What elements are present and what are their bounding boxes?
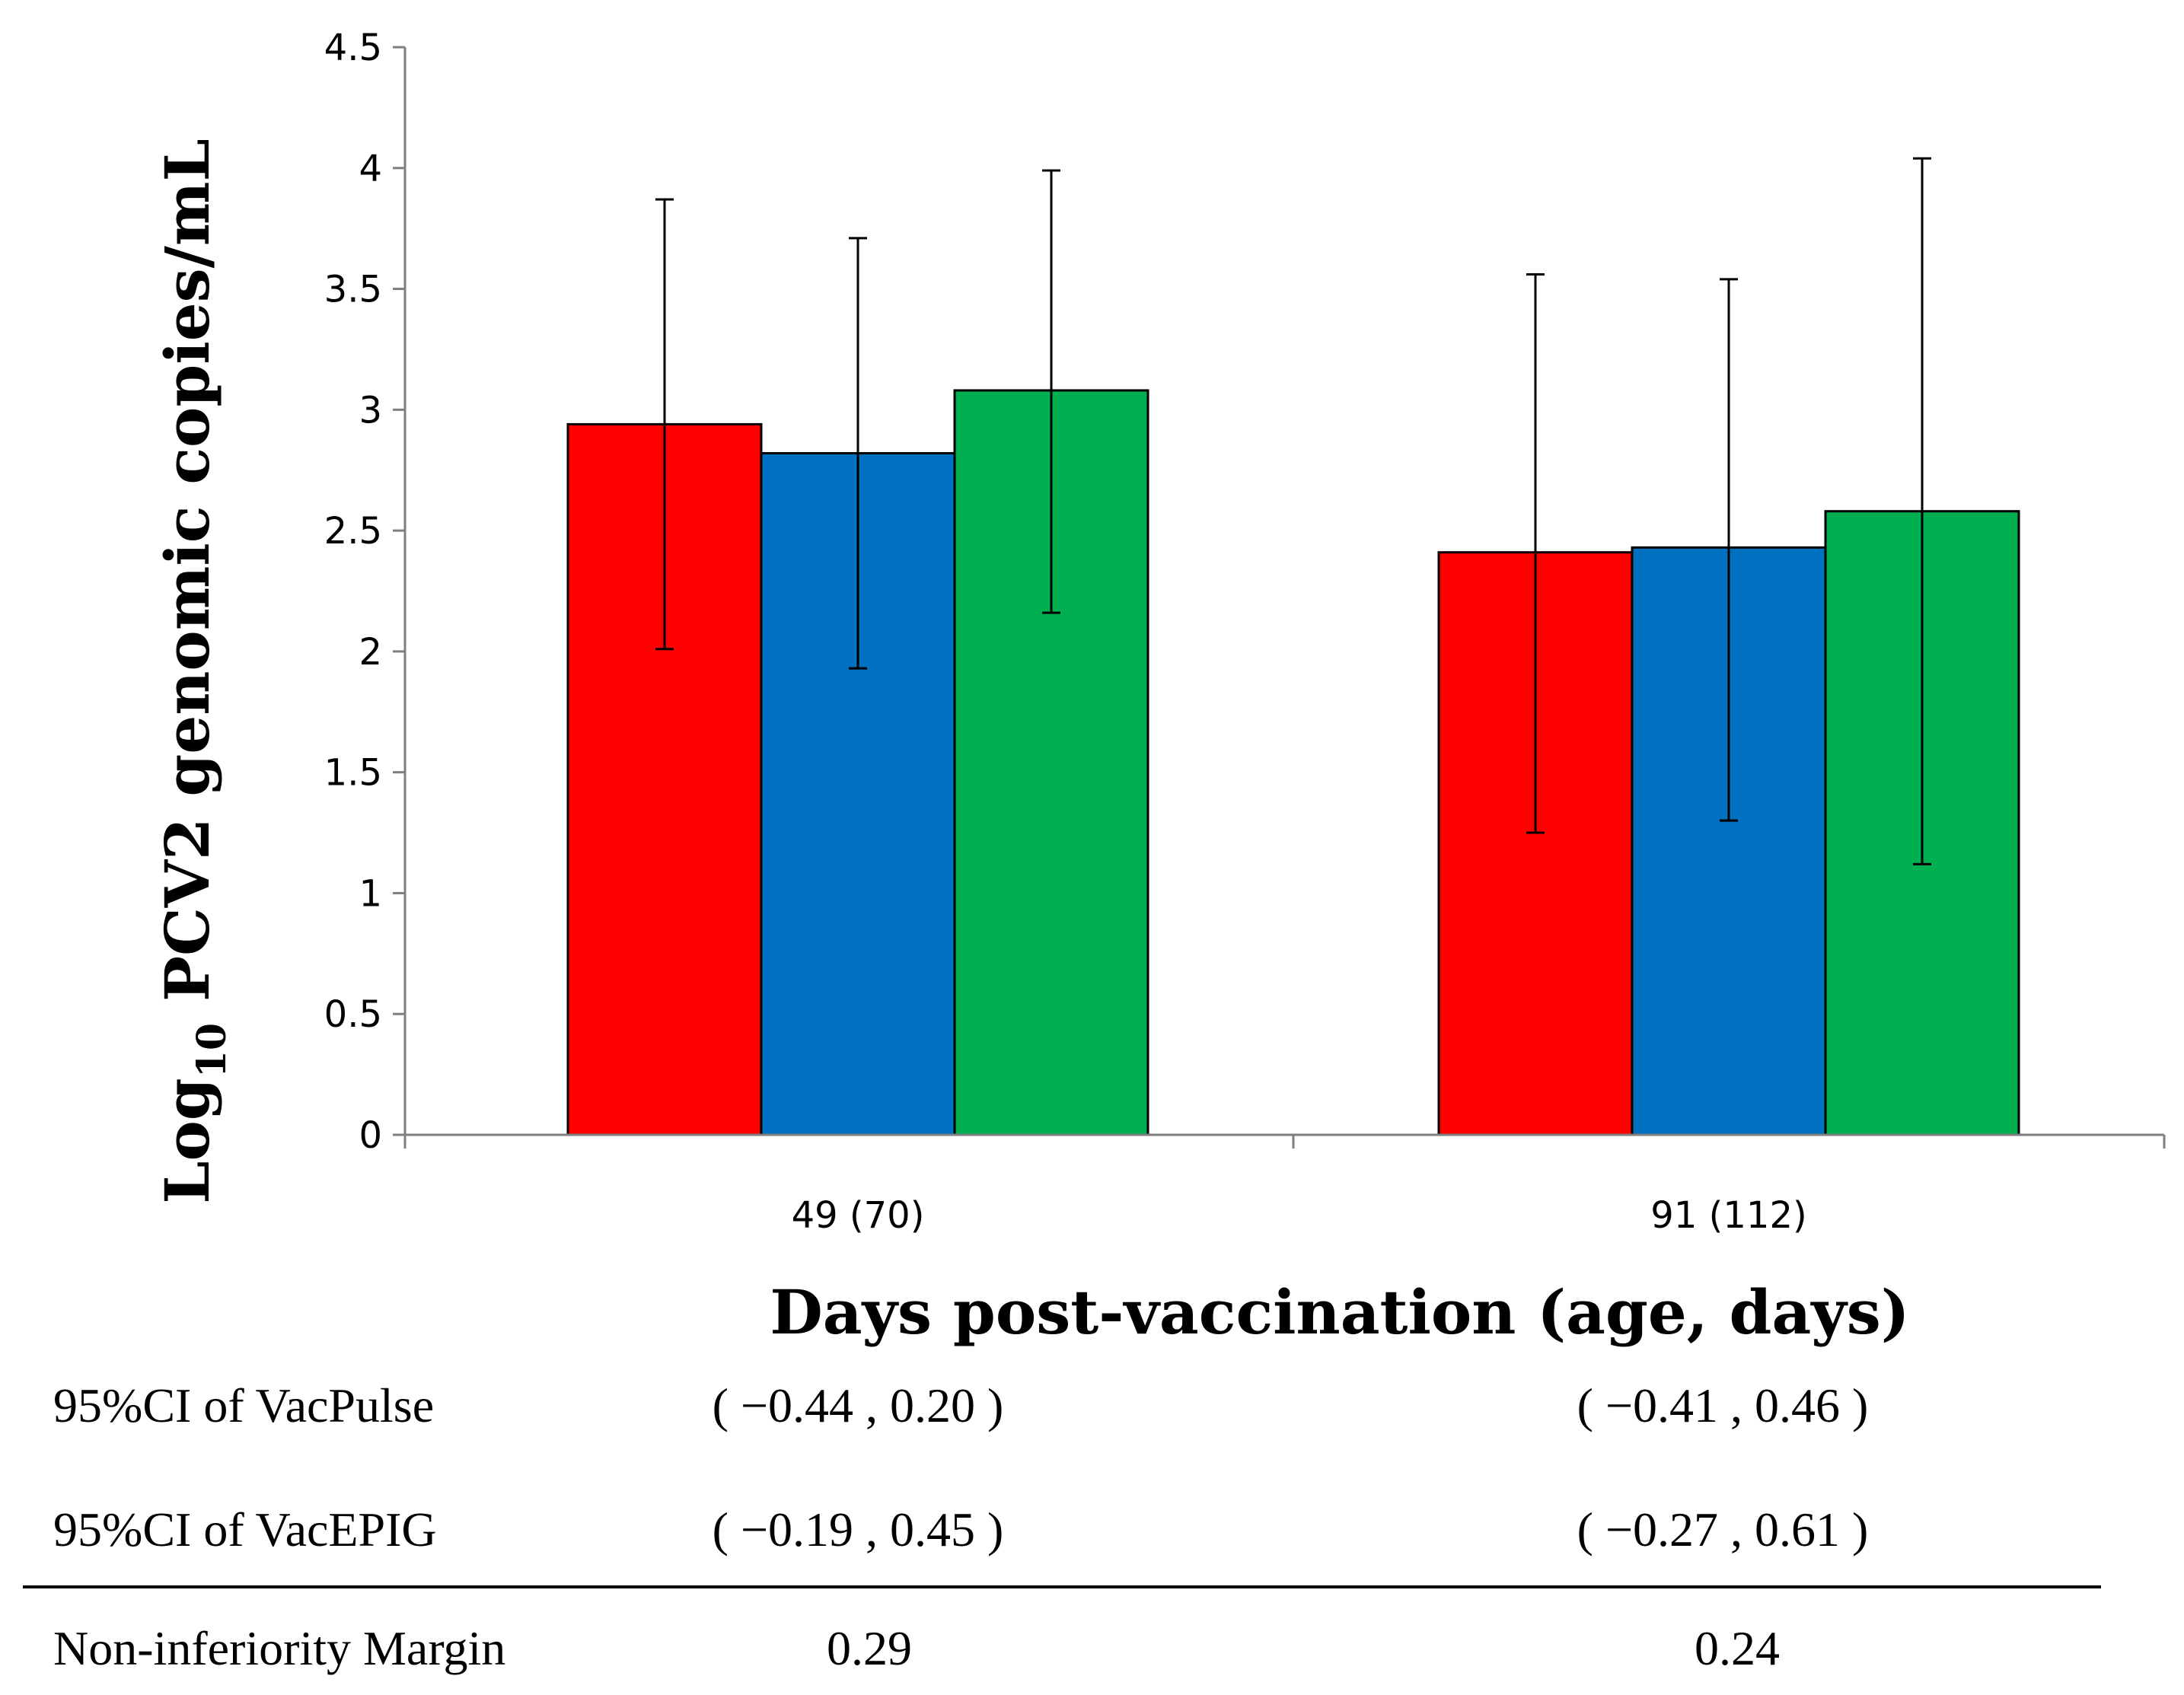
y-tick-label: 1 — [359, 872, 382, 915]
y-tick-label: 4 — [359, 148, 382, 190]
x-tick-labels: 49 (70) 91 (112) — [792, 1194, 1807, 1237]
y-tick-labels: 0 0.5 1 1.5 2 2.5 3 3.5 4 4.5 — [324, 27, 382, 1157]
y-tick-label: 0 — [359, 1114, 382, 1157]
y-tick-label: 3.5 — [324, 269, 382, 311]
row-value-vacepig-49: ( −0.19 , 0.45 ) — [713, 1502, 1004, 1556]
ci-table: 95%CI of VacPulse ( −0.44 , 0.20 ) ( −0.… — [23, 1378, 2101, 1675]
y-tick-label: 2 — [359, 631, 382, 674]
y-axis-label-prefix: Log — [151, 1078, 223, 1204]
y-tick-label: 1.5 — [324, 752, 382, 795]
y-axis-label: Log10 PCV2 genomic copies/mL — [151, 139, 235, 1204]
row-value-margin-91: 0.24 — [1695, 1621, 1780, 1675]
axes — [393, 46, 2166, 1149]
y-tick-label: 2.5 — [324, 510, 382, 553]
row-value-vacpulse-49: ( −0.44 , 0.20 ) — [713, 1378, 1004, 1432]
x-axis-label: Days post-vaccination (age, days) — [770, 1276, 1909, 1348]
y-tick-label: 4.5 — [324, 27, 382, 69]
y-axis-label-subscript: 10 — [189, 1023, 235, 1078]
row-label-vacpulse: 95%CI of VacPulse — [53, 1378, 434, 1432]
y-tick-label: 3 — [359, 389, 382, 432]
x-tick-label: 49 (70) — [792, 1194, 925, 1237]
row-value-vacepig-91: ( −0.27 , 0.61 ) — [1577, 1502, 1869, 1556]
error-bars — [655, 157, 1931, 865]
row-value-margin-49: 0.29 — [827, 1621, 912, 1675]
y-axis-label-suffix: PCV2 genomic copies/mL — [151, 139, 223, 1023]
x-tick-label: 91 (112) — [1650, 1194, 1806, 1237]
row-value-vacpulse-91: ( −0.41 , 0.46 ) — [1577, 1378, 1869, 1432]
bars — [566, 389, 2020, 1136]
y-tick-label: 0.5 — [324, 993, 382, 1036]
row-label-margin: Non-inferiority Margin — [53, 1621, 505, 1675]
row-label-vacepig: 95%CI of VacEPIG — [53, 1502, 437, 1556]
